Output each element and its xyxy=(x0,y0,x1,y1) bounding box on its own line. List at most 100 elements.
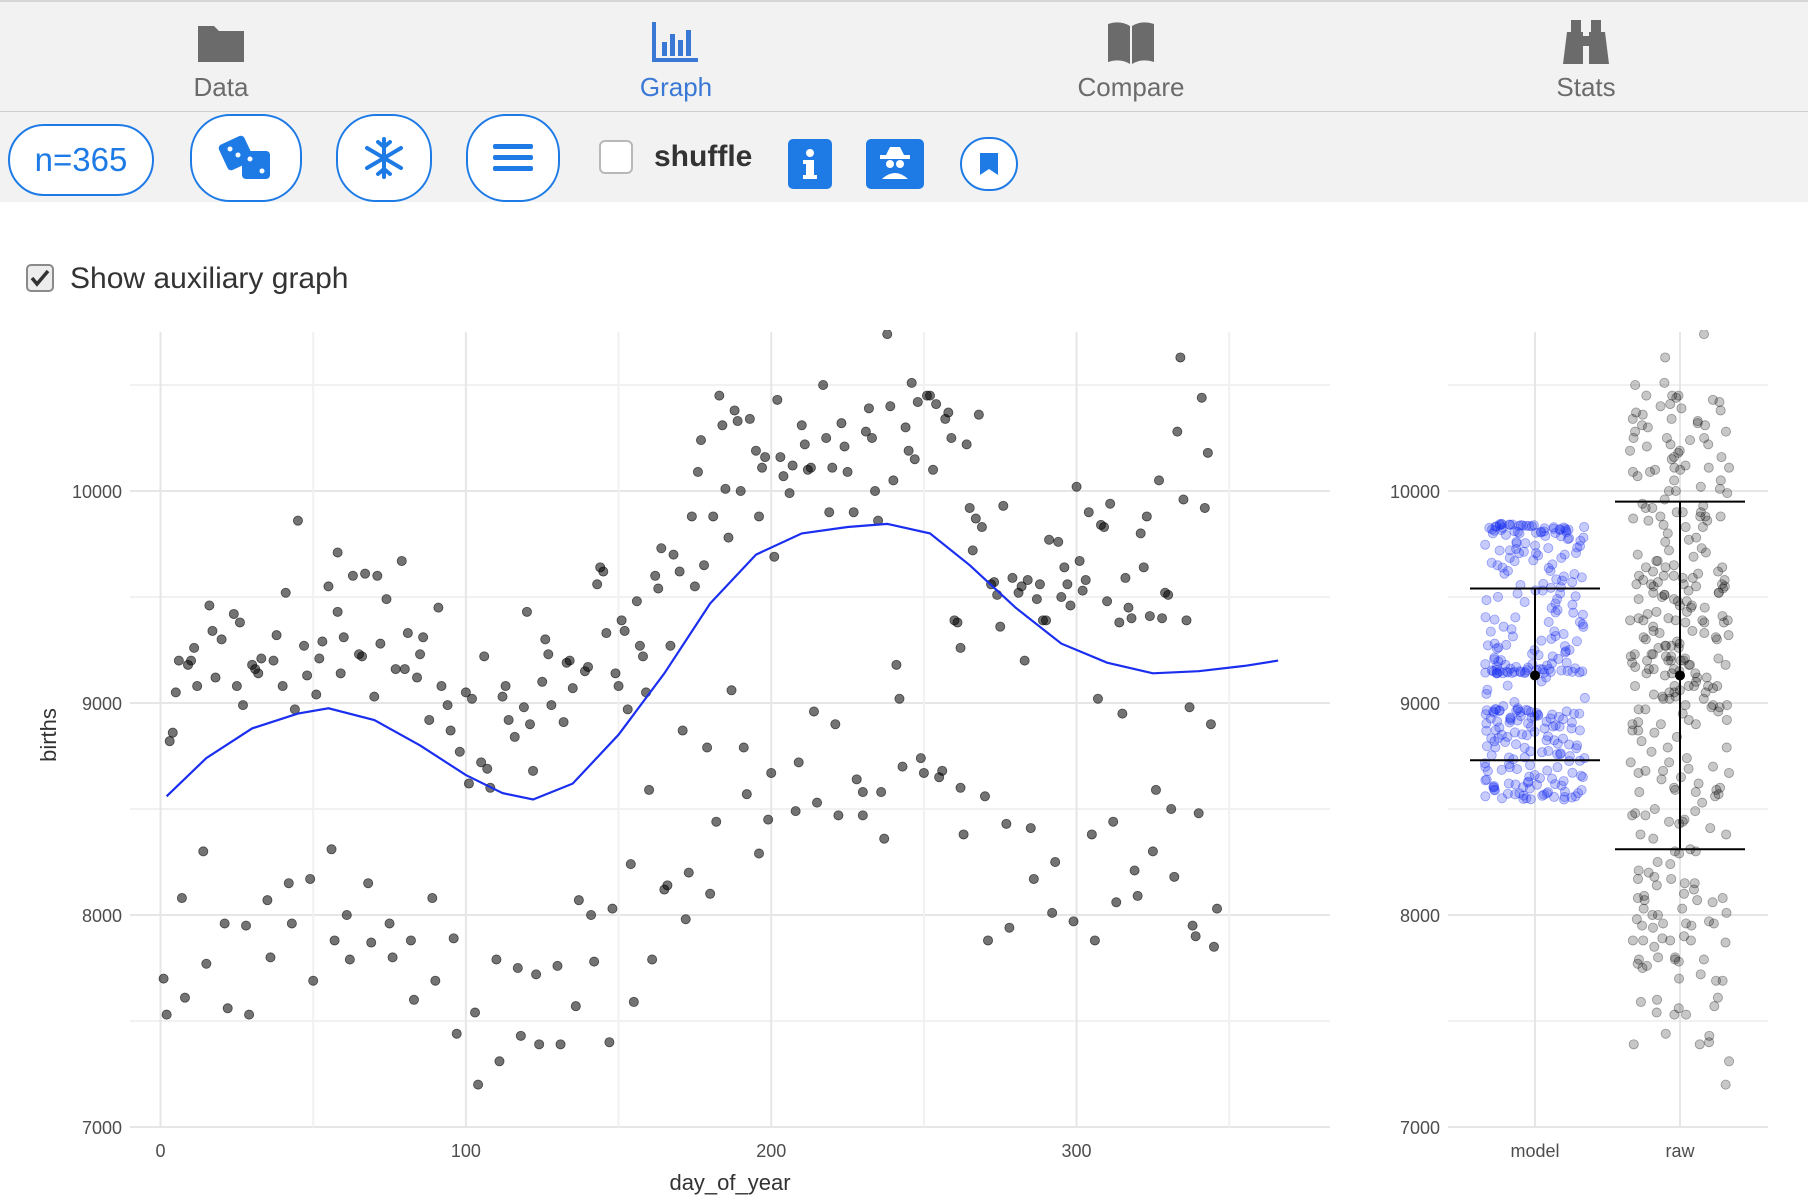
raw-point xyxy=(1675,464,1686,475)
raw-point xyxy=(1690,668,1701,679)
data-point xyxy=(766,767,777,778)
model-point xyxy=(1530,548,1541,559)
raw-point xyxy=(1668,570,1679,581)
toolbar: n=365 shuffle xyxy=(0,112,1808,202)
data-point xyxy=(720,483,731,494)
raw-point xyxy=(1669,475,1680,486)
model-point xyxy=(1520,538,1531,549)
data-point xyxy=(973,409,984,420)
model-point xyxy=(1494,722,1505,733)
model-point xyxy=(1493,642,1504,653)
sample-size-button[interactable]: n=365 xyxy=(8,124,154,196)
info-button[interactable] xyxy=(788,139,832,189)
raw-point xyxy=(1710,632,1721,643)
model-point xyxy=(1519,596,1530,607)
model-point xyxy=(1502,667,1513,678)
model-point xyxy=(1552,594,1563,605)
data-point xyxy=(463,778,474,789)
tab-compare[interactable]: Compare xyxy=(1011,2,1251,114)
menu-button[interactable] xyxy=(466,114,560,202)
data-point xyxy=(1123,602,1134,613)
data-point xyxy=(628,996,639,1007)
raw-point xyxy=(1689,878,1700,889)
dice-icon xyxy=(218,135,270,179)
raw-point xyxy=(1649,941,1660,952)
model-point xyxy=(1543,787,1554,798)
data-point xyxy=(473,1079,484,1090)
model-point xyxy=(1536,526,1547,537)
raw-point xyxy=(1722,615,1733,626)
spy-button[interactable] xyxy=(866,139,924,189)
raw-point xyxy=(1628,433,1639,444)
data-point xyxy=(894,693,905,704)
raw-point xyxy=(1690,719,1701,730)
model-point xyxy=(1491,668,1502,679)
data-point xyxy=(634,640,645,651)
model-point xyxy=(1549,791,1560,802)
model-point xyxy=(1558,776,1569,787)
model-point xyxy=(1491,521,1502,532)
raw-point xyxy=(1661,433,1672,444)
raw-point xyxy=(1717,975,1728,986)
raw-point xyxy=(1643,867,1654,878)
data-point xyxy=(1157,613,1168,624)
raw-point xyxy=(1642,422,1653,433)
tab-stats[interactable]: Stats xyxy=(1466,2,1706,114)
data-point xyxy=(726,685,737,696)
model-point xyxy=(1498,701,1509,712)
model-point xyxy=(1494,705,1505,716)
tab-graph[interactable]: Graph xyxy=(556,2,796,114)
data-point xyxy=(1184,702,1195,713)
tab-data[interactable]: Data xyxy=(101,2,341,114)
data-point xyxy=(1126,613,1137,624)
data-point xyxy=(1102,596,1113,607)
raw-point xyxy=(1673,642,1684,653)
data-point xyxy=(173,655,184,666)
model-point xyxy=(1552,605,1563,616)
model-point xyxy=(1489,781,1500,792)
data-point xyxy=(1187,920,1198,931)
raw-point xyxy=(1691,532,1702,543)
model-point xyxy=(1481,705,1492,716)
model-point xyxy=(1579,522,1590,533)
model-point xyxy=(1488,782,1499,793)
raw-point xyxy=(1687,572,1698,583)
raw-point xyxy=(1657,691,1668,702)
dice-button[interactable] xyxy=(190,114,302,202)
raw-point xyxy=(1692,672,1703,683)
raw-point xyxy=(1648,566,1659,577)
spy-icon xyxy=(880,147,910,179)
raw-point xyxy=(1647,910,1658,921)
raw-point xyxy=(1712,992,1723,1003)
shuffle-checkbox[interactable] xyxy=(599,140,633,174)
model-point xyxy=(1578,532,1589,543)
raw-point xyxy=(1713,789,1724,800)
raw-point xyxy=(1664,816,1675,827)
raw-point xyxy=(1718,617,1729,628)
data-point xyxy=(915,753,926,764)
freeze-button[interactable] xyxy=(336,114,432,202)
aux-graph-checkbox[interactable] xyxy=(26,264,54,292)
raw-point xyxy=(1631,914,1642,925)
model-point xyxy=(1494,705,1505,716)
data-point xyxy=(1053,536,1064,547)
data-point xyxy=(366,937,377,948)
y-tick-label: 10000 xyxy=(1390,482,1440,502)
raw-point xyxy=(1679,878,1690,889)
model-point xyxy=(1509,727,1520,738)
raw-point xyxy=(1711,975,1722,986)
data-point xyxy=(821,433,832,444)
raw-point xyxy=(1723,767,1734,778)
raw-point xyxy=(1698,954,1709,965)
model-point xyxy=(1482,640,1493,651)
data-point xyxy=(958,829,969,840)
model-point xyxy=(1572,542,1583,553)
model-point xyxy=(1536,676,1547,687)
data-point xyxy=(610,668,621,679)
raw-point xyxy=(1704,1030,1715,1041)
bookmark-button[interactable] xyxy=(960,137,1018,191)
data-point xyxy=(616,615,627,626)
data-point xyxy=(1019,655,1030,666)
y-tick-label: 9000 xyxy=(1400,694,1440,714)
y-axis-title: births xyxy=(36,708,61,762)
